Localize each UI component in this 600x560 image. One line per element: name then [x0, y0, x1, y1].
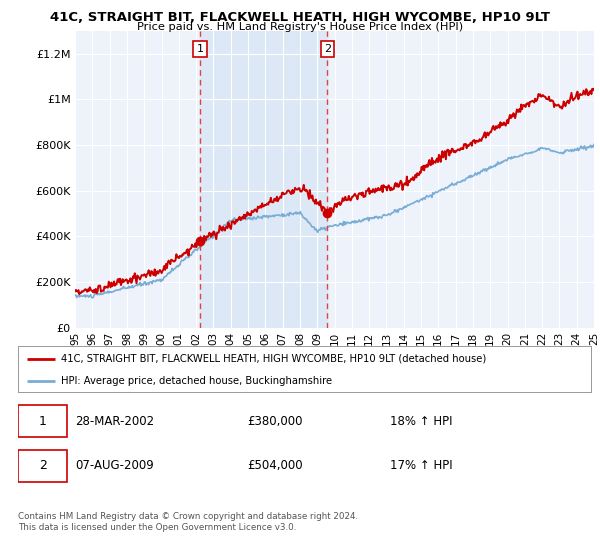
Text: 41C, STRAIGHT BIT, FLACKWELL HEATH, HIGH WYCOMBE, HP10 9LT (detached house): 41C, STRAIGHT BIT, FLACKWELL HEATH, HIGH…	[61, 354, 486, 364]
Text: 18% ↑ HPI: 18% ↑ HPI	[391, 414, 453, 428]
Text: 2: 2	[39, 459, 47, 473]
Text: 28-MAR-2002: 28-MAR-2002	[76, 414, 154, 428]
Text: 1: 1	[39, 414, 47, 428]
Text: HPI: Average price, detached house, Buckinghamshire: HPI: Average price, detached house, Buck…	[61, 376, 332, 385]
Text: 41C, STRAIGHT BIT, FLACKWELL HEATH, HIGH WYCOMBE, HP10 9LT: 41C, STRAIGHT BIT, FLACKWELL HEATH, HIGH…	[50, 11, 550, 24]
Text: Contains HM Land Registry data © Crown copyright and database right 2024.
This d: Contains HM Land Registry data © Crown c…	[18, 512, 358, 532]
Bar	[200, 31, 327, 328]
Text: 1: 1	[197, 44, 203, 54]
Text: 2: 2	[323, 44, 331, 54]
FancyBboxPatch shape	[18, 405, 67, 437]
Text: Price paid vs. HM Land Registry's House Price Index (HPI): Price paid vs. HM Land Registry's House …	[137, 22, 463, 32]
Text: £380,000: £380,000	[247, 414, 303, 428]
FancyBboxPatch shape	[18, 450, 67, 482]
Text: £504,000: £504,000	[247, 459, 303, 473]
Text: 07-AUG-2009: 07-AUG-2009	[76, 459, 154, 473]
Text: 17% ↑ HPI: 17% ↑ HPI	[391, 459, 453, 473]
